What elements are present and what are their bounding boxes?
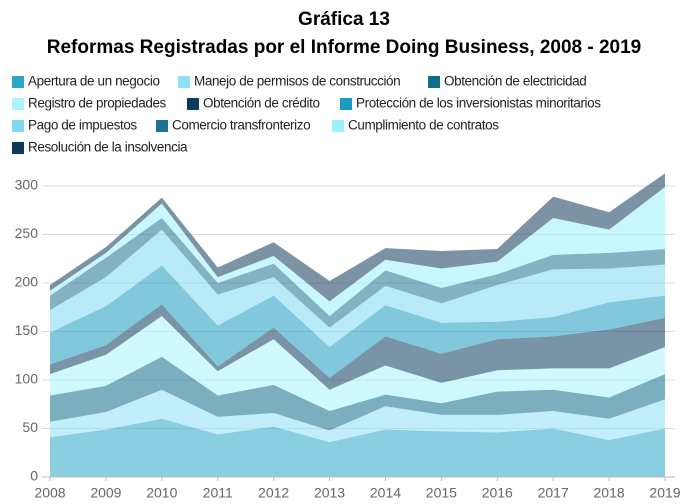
- area: [50, 304, 665, 390]
- x-tick-label: 2008: [34, 485, 65, 501]
- legend-label: Protección de los inversionistas minorit…: [356, 96, 601, 111]
- area: [50, 265, 665, 379]
- y-tick-label: 200: [15, 274, 39, 290]
- x-tick-label: 2015: [426, 485, 457, 501]
- x-tick-label: 2014: [370, 485, 401, 501]
- x-tick-label: 2019: [649, 485, 680, 501]
- legend-label: Registro de propiedades: [28, 96, 167, 111]
- y-tick-label: 300: [15, 177, 39, 193]
- area: [50, 229, 665, 348]
- x-tick-label: 2018: [594, 485, 625, 501]
- area: [50, 186, 665, 316]
- legend-swatch: [187, 98, 199, 110]
- legend-label: Apertura de un negocio: [28, 74, 160, 89]
- x-tick-label: 2009: [90, 485, 121, 501]
- legend-label: Resolución de la insolvencia: [28, 140, 188, 155]
- x-tick-label: 2016: [482, 485, 513, 501]
- legend-swatch: [340, 98, 352, 110]
- x-tick-label: 2017: [538, 485, 569, 501]
- legend-label: Pago de impuestos: [28, 118, 137, 133]
- area: [50, 418, 665, 477]
- y-tick-label: 0: [30, 468, 38, 484]
- legend-swatch: [12, 120, 24, 132]
- legend-label: Comercio transfronterizo: [172, 118, 310, 133]
- legend-swatch: [178, 76, 190, 88]
- area: [50, 356, 665, 431]
- y-tick-label: 50: [22, 419, 38, 435]
- legend-swatch: [12, 76, 24, 88]
- y-tick-label: 150: [15, 322, 39, 338]
- area: [50, 389, 665, 443]
- legend-swatch: [12, 98, 24, 110]
- x-tick-label: 2013: [314, 485, 345, 501]
- legend-swatch: [12, 142, 24, 154]
- legend-label: Manejo de permisos de construcción: [194, 74, 400, 89]
- x-tick-label: 2010: [146, 485, 177, 501]
- area: [50, 218, 665, 328]
- x-tick-label: 2011: [203, 485, 233, 501]
- y-tick-label: 100: [15, 371, 39, 387]
- legend-swatch: [156, 120, 168, 132]
- area: [50, 315, 665, 412]
- legend-label: Obtención de crédito: [203, 96, 320, 111]
- legend-swatch: [428, 76, 440, 88]
- y-tick-label: 250: [15, 225, 39, 241]
- area: [50, 173, 665, 302]
- legend-swatch: [332, 120, 344, 132]
- chart-title: Gráfica 13: [298, 9, 390, 30]
- legend-label: Obtención de electricidad: [444, 74, 586, 89]
- x-tick-label: 2012: [258, 485, 289, 501]
- chart-subtitle: Reformas Registradas por el Informe Doin…: [47, 37, 641, 58]
- legend-label: Cumplimiento de contratos: [348, 118, 499, 133]
